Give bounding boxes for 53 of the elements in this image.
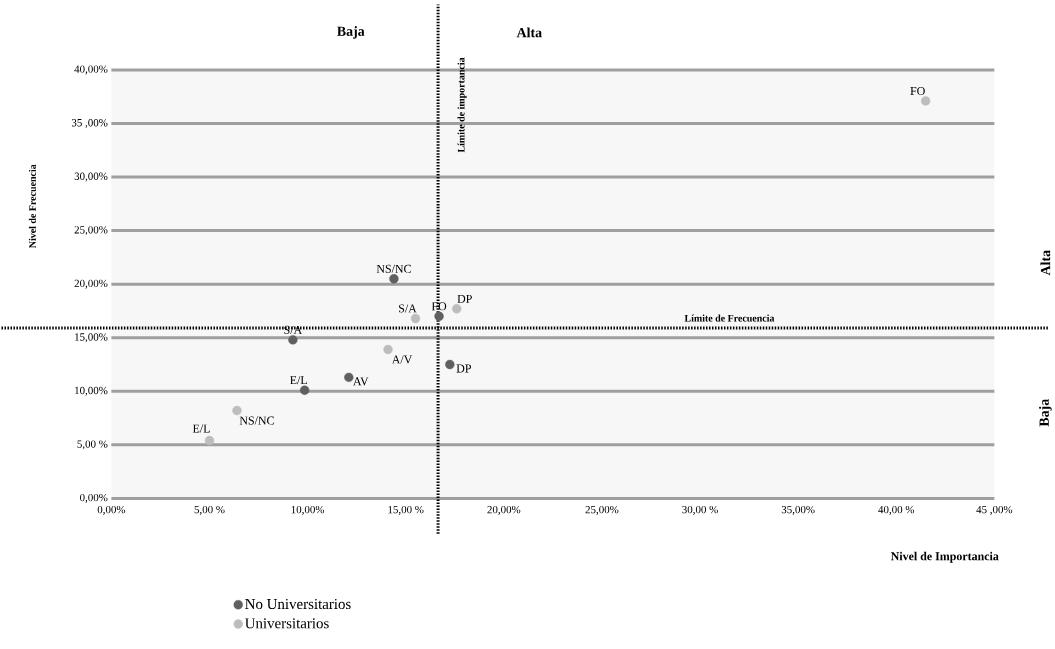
point: [344, 372, 354, 382]
x-tick-label: 10,00%: [291, 505, 325, 515]
y-tick-label: 0,00%: [80, 493, 108, 503]
x-tick-label: 25,00%: [585, 505, 619, 515]
annotation: FO: [431, 302, 447, 311]
annotation: E/L: [290, 376, 307, 385]
x-tick-label: 20,00%: [487, 505, 521, 515]
point: [383, 344, 393, 355]
y-tick-label: 5,00 %: [77, 440, 108, 450]
y-tick-label: 20,00%: [74, 279, 108, 289]
point: [299, 385, 310, 395]
annotation: FO: [910, 86, 925, 95]
annotation: AV: [353, 377, 369, 386]
legend-label: No Universitarios: [245, 598, 351, 609]
text: Alta: [1040, 250, 1051, 276]
y-axis-title: Nivel de Frecuencia: [28, 164, 36, 248]
point: [204, 435, 215, 446]
annotation: NS/NC: [239, 416, 274, 425]
x-tick-label: 45 ,00%: [976, 505, 1013, 515]
annotation: S/A: [399, 304, 417, 313]
text: Alta: [516, 27, 542, 38]
annotation: A/V: [391, 355, 413, 364]
y-tick-label: 15,00%: [75, 333, 108, 343]
point: [452, 304, 462, 314]
text: Baja: [337, 25, 365, 39]
ref-line-label: Límite de Frecuencia: [684, 314, 775, 322]
point: [389, 274, 399, 284]
y-tick-label: 10,00%: [75, 386, 108, 396]
annotation: E/L: [192, 424, 210, 433]
y-tick-label: 35 ,00%: [71, 118, 108, 128]
x-tick-label: 5,00 %: [194, 505, 225, 515]
x-tick-label: 30,00 %: [682, 505, 718, 515]
annotation: S/A: [284, 325, 303, 334]
point: [445, 359, 455, 370]
point: [288, 335, 298, 345]
point: [434, 311, 444, 321]
legend-label: Universitarios: [245, 618, 329, 629]
text: Baja: [1039, 398, 1052, 427]
x-tick-label: 40,00 %: [878, 505, 915, 515]
annotation: DP: [456, 364, 471, 373]
x-tick-label: 35,00%: [781, 505, 815, 515]
annotation: NS/NC: [376, 264, 411, 273]
x-tick-label: 15,00 %: [388, 505, 424, 515]
point: [921, 96, 931, 106]
ref-line-label: Límite de importancia: [457, 57, 467, 153]
y-tick-label: 30,00%: [74, 172, 108, 182]
y-tick-label: 25,00%: [74, 226, 108, 235]
x-tick-label: 0,00%: [97, 505, 126, 515]
x-axis-title: Nivel de Importancia: [890, 551, 999, 563]
y-tick-label: 40,00%: [74, 65, 108, 75]
annotation: DP: [457, 294, 472, 303]
point: [410, 313, 421, 324]
point: [232, 405, 242, 416]
